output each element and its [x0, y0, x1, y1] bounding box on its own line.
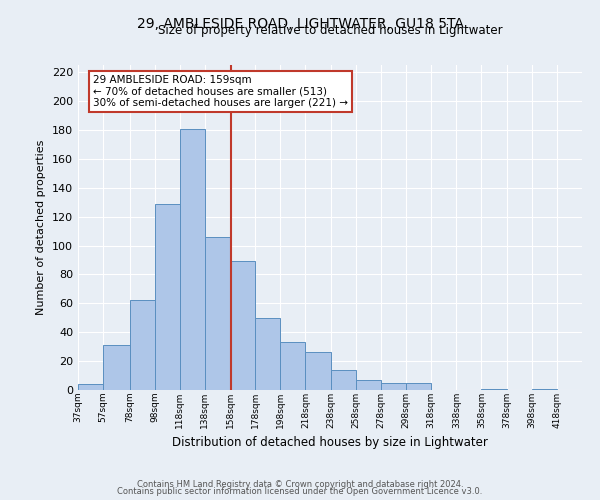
Bar — [103, 345, 130, 390]
Text: Contains HM Land Registry data © Crown copyright and database right 2024.: Contains HM Land Registry data © Crown c… — [137, 480, 463, 489]
Y-axis label: Number of detached properties: Number of detached properties — [37, 140, 46, 315]
Bar — [180, 128, 205, 390]
Text: Contains public sector information licensed under the Open Government Licence v3: Contains public sector information licen… — [118, 487, 482, 496]
Bar — [406, 383, 431, 390]
Bar — [582, 387, 600, 390]
Bar — [155, 204, 180, 390]
Bar — [205, 237, 230, 390]
Text: 29, AMBLESIDE ROAD, LIGHTWATER, GU18 5TA: 29, AMBLESIDE ROAD, LIGHTWATER, GU18 5TA — [137, 18, 463, 32]
Bar — [280, 342, 305, 390]
Bar — [356, 380, 381, 390]
Bar — [305, 352, 331, 390]
Bar — [78, 384, 103, 390]
Bar — [255, 318, 280, 390]
X-axis label: Distribution of detached houses by size in Lightwater: Distribution of detached houses by size … — [172, 436, 488, 449]
Bar — [230, 262, 255, 390]
Bar — [532, 388, 557, 390]
Bar — [481, 388, 506, 390]
Title: Size of property relative to detached houses in Lightwater: Size of property relative to detached ho… — [158, 24, 502, 38]
Bar — [130, 300, 155, 390]
Text: 29 AMBLESIDE ROAD: 159sqm
← 70% of detached houses are smaller (513)
30% of semi: 29 AMBLESIDE ROAD: 159sqm ← 70% of detac… — [93, 74, 348, 108]
Bar — [381, 383, 406, 390]
Bar — [331, 370, 356, 390]
